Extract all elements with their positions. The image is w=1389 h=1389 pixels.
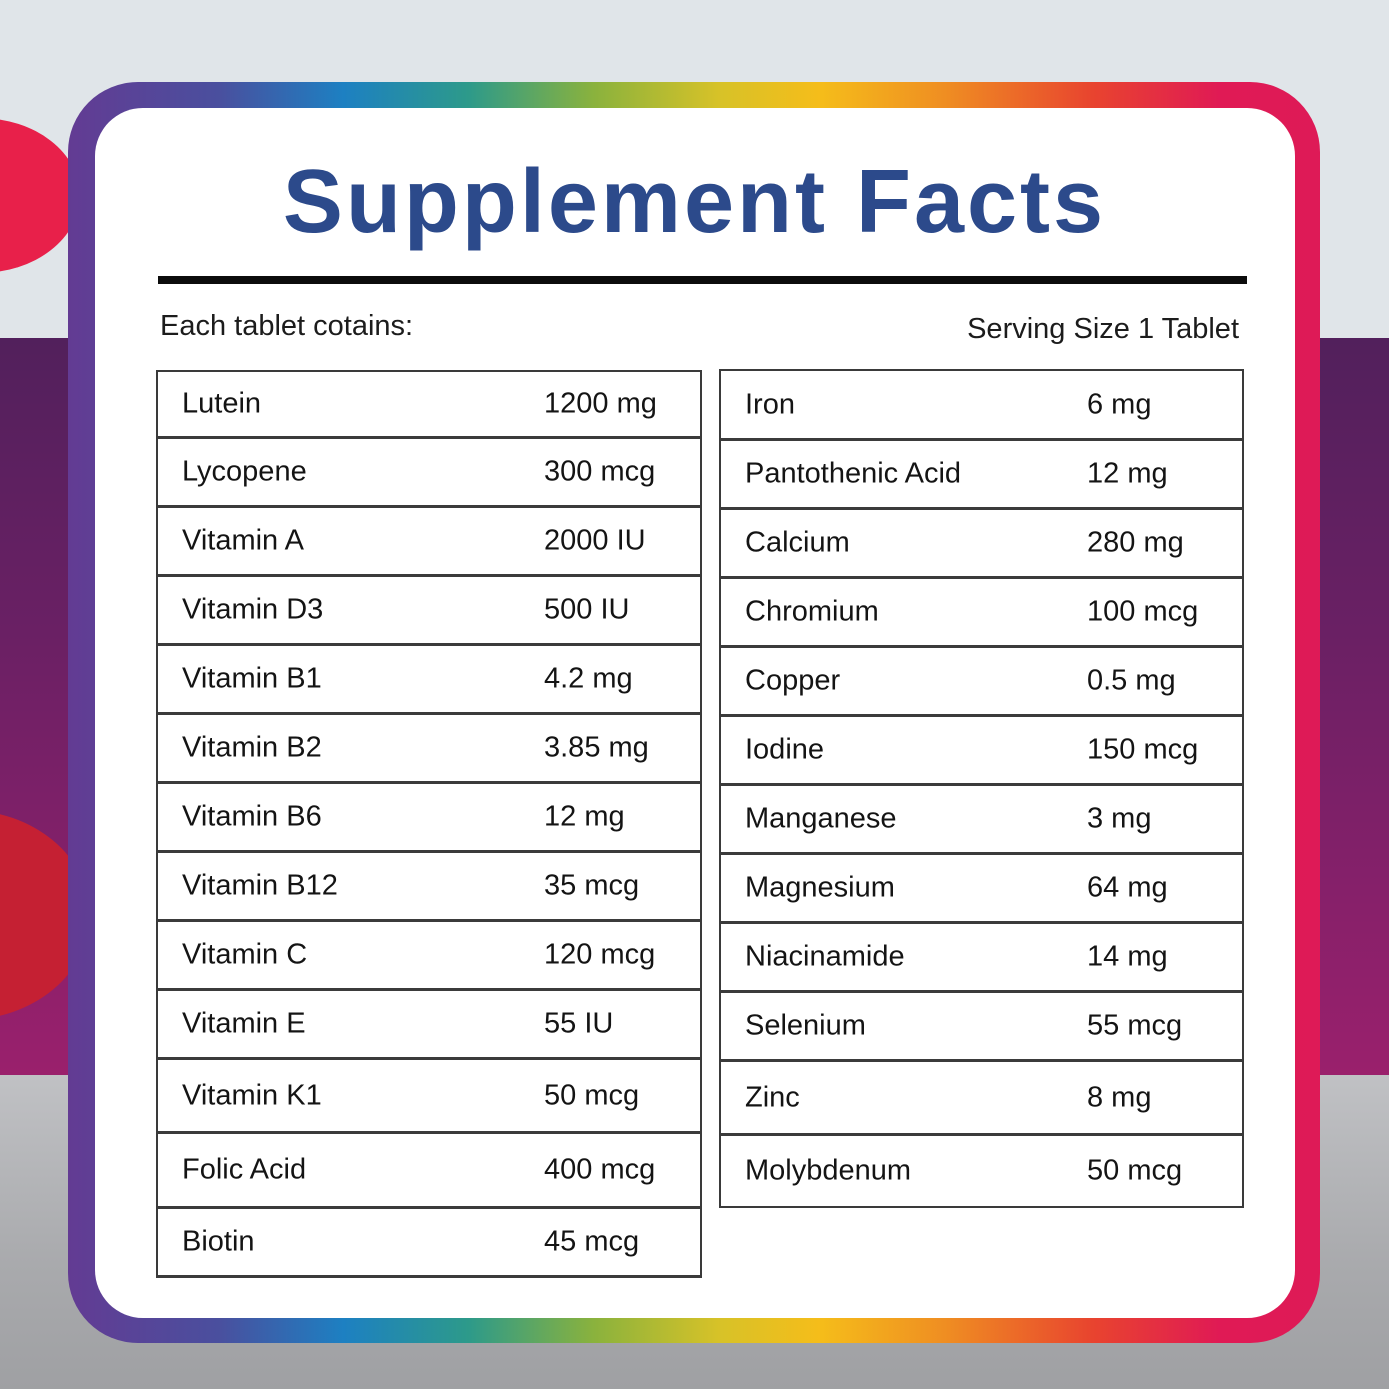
table-row: Vitamin B1 4.2 mg (158, 646, 700, 715)
nutrient-amount: 500 IU (544, 593, 630, 626)
nutrient-name: Calcium (745, 526, 850, 559)
nutrient-amount: 100 mcg (1087, 595, 1199, 628)
table-row: Lutein 1200 mg (158, 372, 700, 439)
nutrient-name: Pantothenic Acid (745, 457, 962, 490)
nutrient-name: Zinc (745, 1081, 800, 1113)
nutrient-name: Vitamin E (182, 1007, 306, 1040)
table-row: Zinc 8 mg (721, 1062, 1242, 1136)
nutrient-amount: 400 mcg (544, 1153, 656, 1186)
table-row: Iron 6 mg (721, 371, 1242, 441)
nutrient-name: Vitamin B1 (182, 662, 322, 695)
nutrient-amount: 12 mg (1087, 457, 1168, 490)
page-title: Supplement Facts (282, 152, 1107, 252)
table-row: Vitamin E 55 IU (158, 991, 700, 1060)
table-row: Pantothenic Acid 12 mg (721, 441, 1242, 510)
title-divider (158, 276, 1247, 284)
nutrient-amount: 64 mg (1087, 871, 1168, 904)
nutrient-amount: 6 mg (1087, 388, 1152, 420)
nutrient-name: Manganese (745, 802, 897, 835)
table-row: Lycopene 300 mcg (158, 439, 700, 508)
table-row: Niacinamide 14 mg (721, 924, 1242, 993)
nutrient-name: Vitamin B6 (182, 800, 322, 833)
nutrient-amount: 280 mg (1087, 526, 1184, 559)
nutrient-name: Vitamin B2 (182, 731, 322, 764)
nutrient-name: Vitamin D3 (182, 593, 324, 626)
nutrient-amount: 150 mcg (1087, 733, 1199, 766)
nutrient-amount: 12 mg (544, 800, 625, 833)
table-row: Vitamin B6 12 mg (158, 784, 700, 853)
nutrient-amount: 50 mcg (544, 1079, 640, 1111)
table-row: Folic Acid 400 mcg (158, 1134, 700, 1209)
nutrient-name: Niacinamide (745, 940, 905, 973)
nutrient-amount: 55 IU (544, 1007, 614, 1040)
table-row: Molybdenum 50 mcg (721, 1136, 1242, 1206)
nutrient-amount: 2000 IU (544, 524, 646, 557)
nutrient-amount: 50 mcg (1087, 1154, 1183, 1187)
table-row: Calcium 280 mg (721, 510, 1242, 579)
nutrient-amount: 35 mcg (544, 869, 640, 902)
nutrient-name: Folic Acid (182, 1153, 307, 1186)
nutrient-name: Chromium (745, 595, 879, 628)
table-row: Vitamin A 2000 IU (158, 508, 700, 577)
table-row: Selenium 55 mcg (721, 993, 1242, 1062)
nutrient-amount: 1200 mg (544, 387, 657, 420)
nutrients-table-right: Iron 6 mg Pantothenic Acid 12 mg Calcium 28… (719, 369, 1244, 1208)
nutrient-amount: 45 mcg (544, 1225, 640, 1258)
nutrient-name: Lutein (182, 387, 262, 420)
nutrient-name: Copper (745, 664, 841, 697)
nutrient-name: Iron (745, 388, 795, 420)
table-row: Vitamin B12 35 mcg (158, 853, 700, 922)
nutrients-table-left: Lutein 1200 mg Lycopene 300 mcg Vitamin A 2… (156, 370, 702, 1278)
nutrient-amount: 3 mg (1087, 802, 1152, 835)
nutrient-name: Vitamin C (182, 938, 308, 971)
table-row: Iodine 150 mcg (721, 717, 1242, 786)
nutrient-amount: 120 mcg (544, 938, 656, 971)
table-row: Vitamin B2 3.85 mg (158, 715, 700, 784)
nutrient-name: Biotin (182, 1225, 255, 1258)
table-row: Biotin 45 mcg (158, 1209, 700, 1278)
table-row: Vitamin K1 50 mcg (158, 1060, 700, 1134)
nutrient-amount: 0.5 mg (1087, 664, 1176, 697)
nutrient-name: Magnesium (745, 871, 895, 904)
serving-size-label: Serving Size 1 Tablet (967, 313, 1239, 345)
nutrient-amount: 300 mcg (544, 455, 656, 488)
table-row: Chromium 100 mcg (721, 579, 1242, 648)
nutrient-name: Vitamin B12 (182, 869, 338, 902)
contents-label: Each tablet cotains: (160, 310, 414, 342)
table-row: Vitamin C 120 mcg (158, 922, 700, 991)
nutrient-amount: 14 mg (1087, 940, 1168, 973)
nutrient-name: Molybdenum (745, 1154, 912, 1187)
nutrient-amount: 55 mcg (1087, 1009, 1183, 1042)
table-row: Manganese 3 mg (721, 786, 1242, 855)
nutrient-amount: 4.2 mg (544, 662, 633, 695)
nutrient-name: Vitamin K1 (182, 1079, 322, 1111)
nutrient-name: Lycopene (182, 455, 307, 488)
nutrient-name: Selenium (745, 1009, 866, 1042)
nutrient-amount: 8 mg (1087, 1081, 1152, 1113)
nutrient-name: Iodine (745, 733, 825, 766)
table-row: Magnesium 64 mg (721, 855, 1242, 924)
table-row: Copper 0.5 mg (721, 648, 1242, 717)
nutrient-name: Vitamin A (182, 524, 304, 557)
nutrient-amount: 3.85 mg (544, 731, 649, 764)
table-row: Vitamin D3 500 IU (158, 577, 700, 646)
